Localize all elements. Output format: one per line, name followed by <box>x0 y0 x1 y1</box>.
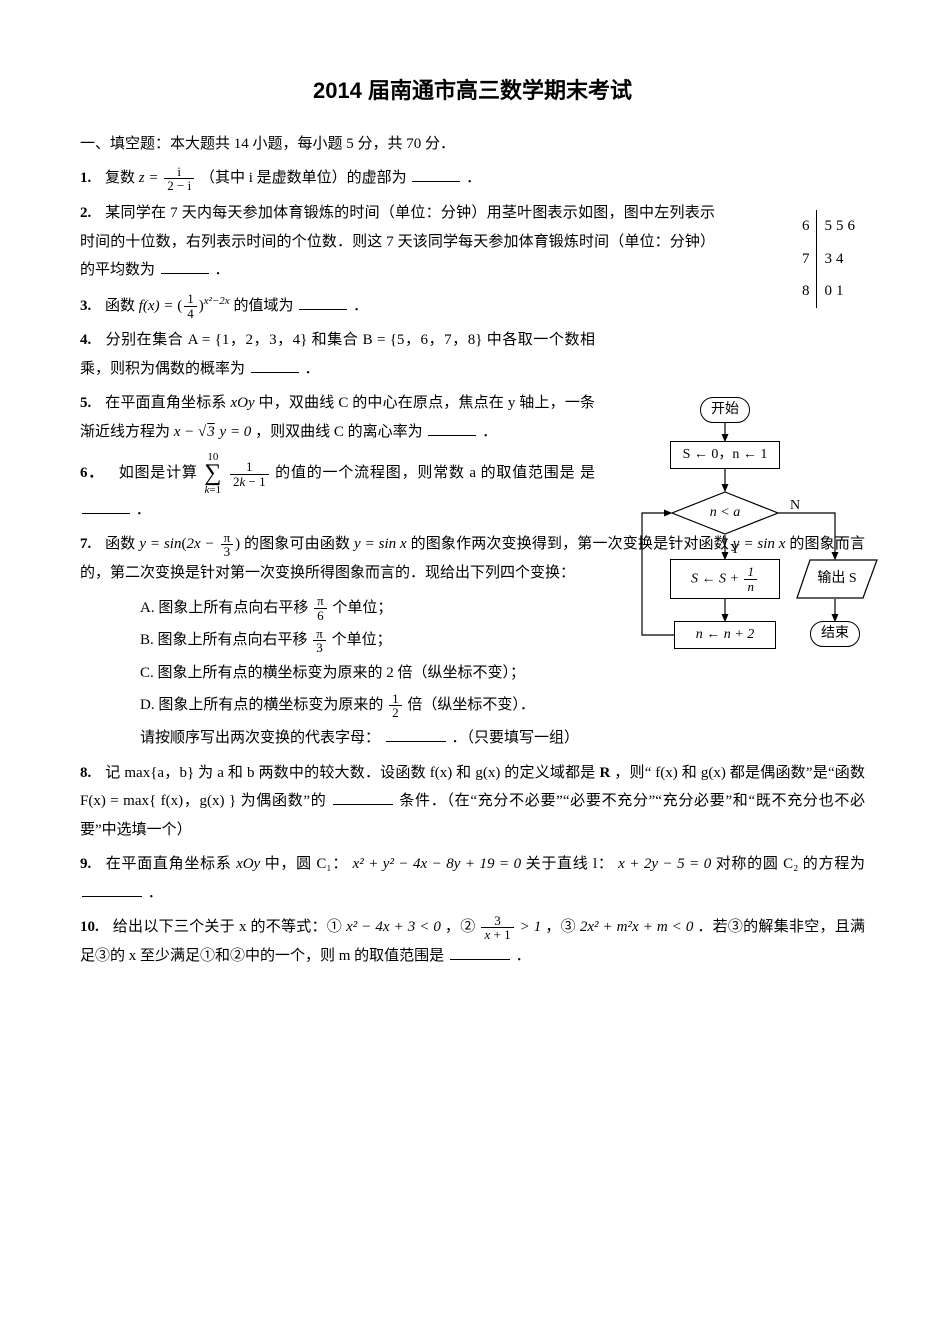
stem-6: 6 <box>796 210 816 243</box>
q9-num: 9. <box>80 856 91 872</box>
question-1: 1. 复数 z = i2 − i （其中 i 是虚数单位）的虚部为 ． <box>80 164 865 193</box>
leaf-7: 34 <box>816 243 865 276</box>
q1-text-b: （其中 i 是虚数单位）的虚部为 <box>200 170 407 186</box>
fc-update: S ← S + 1n <box>670 559 780 599</box>
q7-optA-t2: 个单位； <box>332 600 392 616</box>
q9-a: 在平面直角坐标系 <box>106 856 236 872</box>
q8-num: 8. <box>80 765 91 781</box>
q1-num: 1. <box>80 170 91 186</box>
leaf-6: 556 <box>816 210 865 243</box>
q6-text-c: ． <box>136 502 151 518</box>
q3-blank[interactable] <box>299 293 347 310</box>
question-9: 9. 在平面直角坐标系 xOy 中，圆 C₁： x² + y² − 4x − 8… <box>80 850 865 907</box>
q7-optD-t: D. 图象上所有点的横坐标变为原来的 <box>140 697 387 713</box>
q5-text-c: ，则双曲线 C 的离心率为 <box>255 424 423 440</box>
stem-8: 8 <box>796 275 816 308</box>
q5-text-d: ． <box>482 424 497 440</box>
fc-incr: n ← n + 2 <box>674 621 776 649</box>
q9-eq1: x² + y² − 4x − 8y + 19 = 0 <box>353 856 522 872</box>
q10-blank[interactable] <box>450 943 510 960</box>
fc-incr-text: n ← n + 2 <box>696 622 754 649</box>
q7-blank[interactable] <box>386 725 446 742</box>
q2-blank[interactable] <box>161 257 209 274</box>
q1-text-c: ． <box>466 170 481 186</box>
q8-a: 记 max{a，b} 为 a 和 b 两数中的较大数．设函数 f(x) 和 g(… <box>105 765 599 781</box>
page-title: 2014 届南通市高三数学期末考试 <box>80 70 865 112</box>
q6-text-a: 如图是计算 <box>119 465 203 481</box>
q7-a: 函数 <box>105 536 139 552</box>
q5-num: 5. <box>80 395 91 411</box>
fc-init: S ← 0，n ← 1 <box>670 441 780 469</box>
section-heading: 一、填空题：本大题共 14 小题，每小题 5 分，共 70 分． <box>80 130 865 159</box>
q6-num: 6． <box>80 465 104 481</box>
q10-c: ，③ <box>545 919 580 935</box>
q10-a: 给出以下三个关于 x 的不等式：① <box>113 919 346 935</box>
q10-e: ． <box>516 948 531 964</box>
question-8: 8. 记 max{a，b} 为 a 和 b 两数中的较大数．设函数 f(x) 和… <box>80 759 865 845</box>
q7-optB-t2: 个单位； <box>332 632 392 648</box>
q4-num: 4. <box>80 332 91 348</box>
fc-init-text: S ← 0，n ← 1 <box>683 442 768 469</box>
q3-text-a: 函数 <box>105 298 139 314</box>
fc-update-text: S ← S + <box>691 571 742 586</box>
fc-end: 结束 <box>810 621 860 647</box>
q7-optA-t: A. 图象上所有点向右平移 <box>140 600 312 616</box>
q7-b: 的图象可由函数 <box>244 536 354 552</box>
q6-blank[interactable] <box>82 497 130 514</box>
flowchart: 开始 S ← 0，n ← 1 n < a Y N S ← S + 1n n ← … <box>630 395 880 705</box>
q10-b: ，② <box>445 919 480 935</box>
fc-cond: n < a <box>671 491 779 535</box>
q10-num: 10. <box>80 919 99 935</box>
q4-text: 分别在集合 A = {1，2，3，4} 和集合 B = {5，6，7，8} 中各… <box>80 332 595 377</box>
q1-blank[interactable] <box>412 166 460 183</box>
question-4: 4. 分别在集合 A = {1，2，3，4} 和集合 B = {5，6，7，8}… <box>80 326 865 383</box>
q10-eq1: x² − 4x + 3 < 0 <box>346 919 441 935</box>
q9-e: ． <box>148 885 163 901</box>
q9-d: 对称的圆 C₂ 的方程为 <box>716 856 865 872</box>
q1-text-a: 复数 <box>105 170 139 186</box>
q7-tail-t: 请按顺序写出两次变换的代表字母： <box>140 730 380 746</box>
q5-text-a: 在平面直角坐标系 <box>105 395 230 411</box>
q7-tail-t2: ．（只要填写一组） <box>452 730 580 746</box>
q3-text-b: 的值域为 <box>233 298 293 314</box>
q10-eq3: 2x² + m²x + m < 0 <box>580 919 693 935</box>
fc-no-label: N <box>790 493 800 520</box>
q4-tail: ． <box>305 361 320 377</box>
stem-leaf-plot: 6556 734 801 <box>796 210 865 308</box>
q7-num: 7. <box>80 536 91 552</box>
q6-text-b: 的值的一个流程图，则常数 a 的取值范围是 <box>275 465 575 481</box>
q4-blank[interactable] <box>251 356 299 373</box>
q2-num: 2. <box>80 205 91 221</box>
question-3: 3. 函数 f(x) = (14)x²−2x 的值域为 ． <box>80 291 865 321</box>
q7-optB-t: B. 图象上所有点向右平移 <box>140 632 311 648</box>
q9-blank[interactable] <box>82 880 142 897</box>
q5-blank[interactable] <box>428 419 476 436</box>
q3-text-c: ． <box>353 298 368 314</box>
fc-output-text: 输出 S <box>817 571 856 586</box>
stem-7: 7 <box>796 243 816 276</box>
q8-R: R <box>599 765 610 781</box>
q2-tail: ． <box>215 262 230 278</box>
q9-xoy: xOy <box>236 856 260 872</box>
question-10: 10. 给出以下三个关于 x 的不等式：① x² − 4x + 3 < 0 ，②… <box>80 913 865 970</box>
q3-num: 3. <box>80 298 91 314</box>
fc-start: 开始 <box>700 397 750 423</box>
q7-tail: 请按顺序写出两次变换的代表字母： ．（只要填写一组） <box>140 724 865 753</box>
q9-b: 中，圆 C₁： <box>265 856 348 872</box>
q7-optD-t2: 倍（纵坐标不变）． <box>407 697 535 713</box>
question-2: 2. 某同学在 7 天内每天参加体育锻炼的时间（单位：分钟）用茎叶图表示如图，图… <box>80 199 865 285</box>
q9-eq2: x + 2y − 5 = 0 <box>618 856 711 872</box>
q9-c: 关于直线 l： <box>526 856 614 872</box>
leaf-8: 01 <box>816 275 865 308</box>
fc-output: 输出 S <box>796 559 878 599</box>
q5-xoy: xOy <box>230 395 254 411</box>
q8-blank[interactable] <box>333 788 393 805</box>
q6-linebreak: 是 <box>580 465 595 481</box>
